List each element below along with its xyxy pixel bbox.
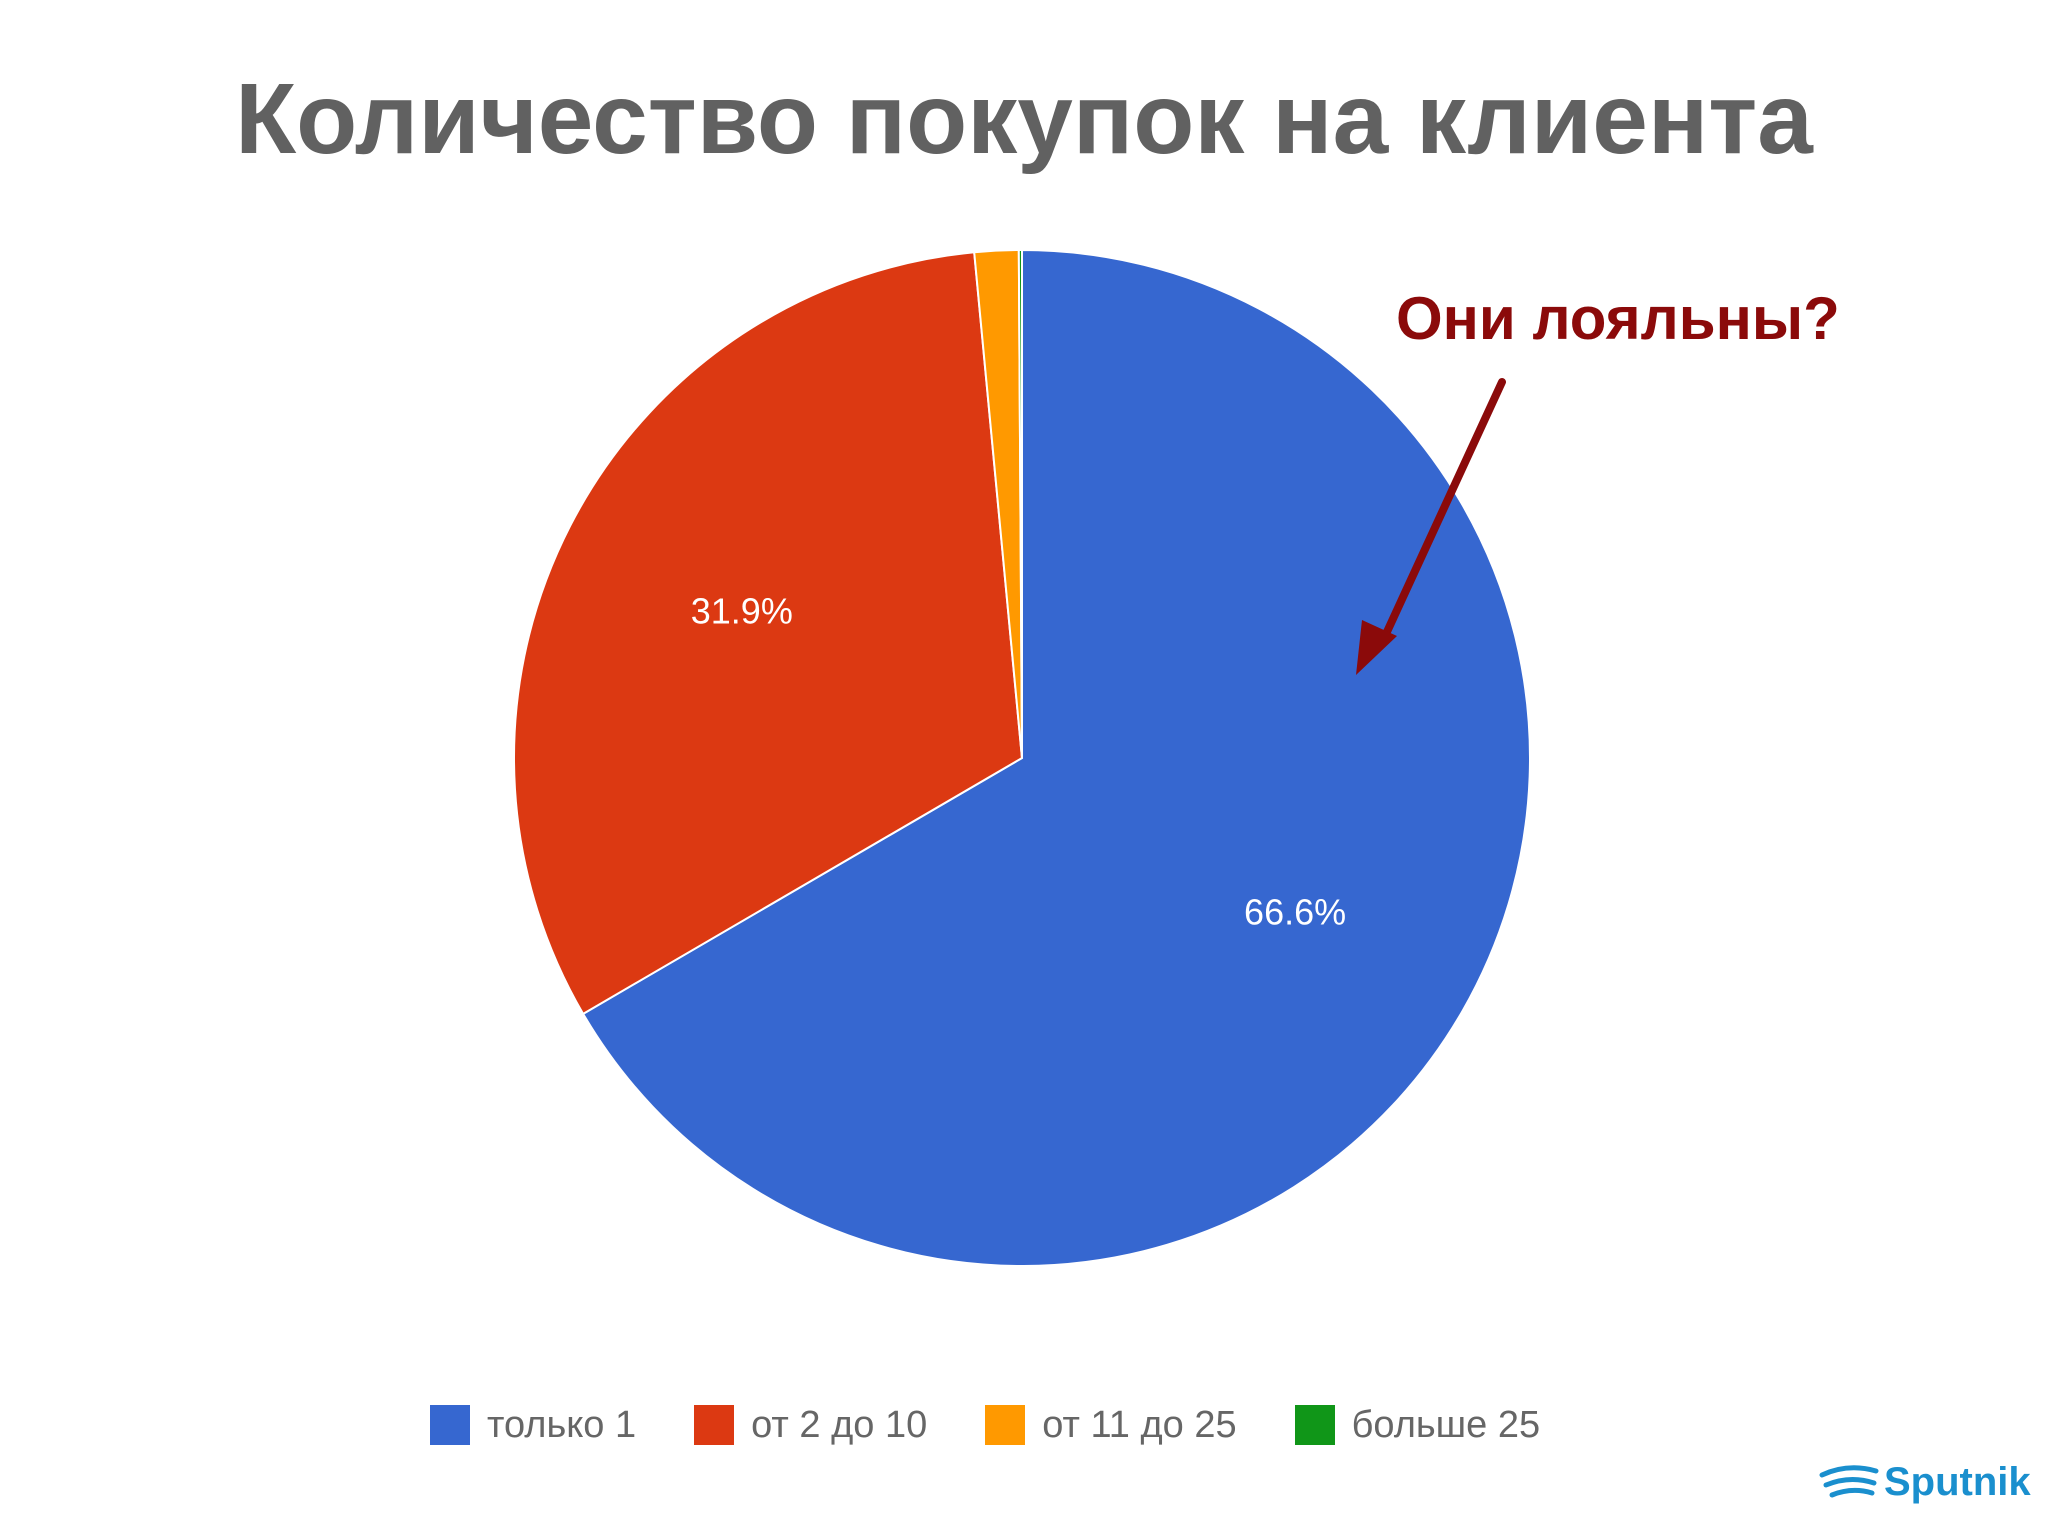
pie-slice-1: [513, 251, 1024, 1016]
brand-logo: Sputnik: [1818, 1460, 2031, 1505]
callout-text: Они лояльны?: [1396, 285, 1840, 352]
legend-item-1: от 2 до 10: [694, 1404, 927, 1447]
chart-title: Количество покупок на клиента: [235, 63, 1813, 175]
legend-label-1: от 2 до 10: [751, 1403, 928, 1446]
legend-item-2: от 11 до 25: [985, 1403, 1237, 1447]
legend-swatch-2: [985, 1405, 1026, 1445]
arrow-down-left-icon: [1356, 378, 1506, 675]
slice-label-1: 31.9%: [691, 591, 793, 632]
legend-label-0: только 1: [487, 1403, 637, 1446]
legend-label-3: больше 25: [1351, 1403, 1541, 1446]
pie-slice-0: [581, 248, 1531, 1267]
legend-item-3: больше 25: [1294, 1403, 1541, 1447]
legend-item-0: только 1: [430, 1404, 636, 1447]
pie-labels: 66.6% 31.9%: [691, 591, 1346, 933]
slice-label-0: 66.6%: [1244, 891, 1346, 932]
legend-swatch-3: [1294, 1405, 1335, 1445]
sputnik-swoosh-icon: [1819, 1464, 1879, 1497]
legend-swatch-0: [430, 1405, 470, 1445]
logo-text: Sputnik: [1884, 1460, 2031, 1504]
legend-swatch-1: [694, 1405, 735, 1445]
legend-label-2: от 11 до 25: [1042, 1403, 1237, 1446]
chart-legend: только 1 от 2 до 10 от 11 до 25 больше 25: [430, 1400, 1598, 1450]
pie-slice-3: [1017, 248, 1023, 759]
pie-slices: [513, 248, 1531, 1267]
